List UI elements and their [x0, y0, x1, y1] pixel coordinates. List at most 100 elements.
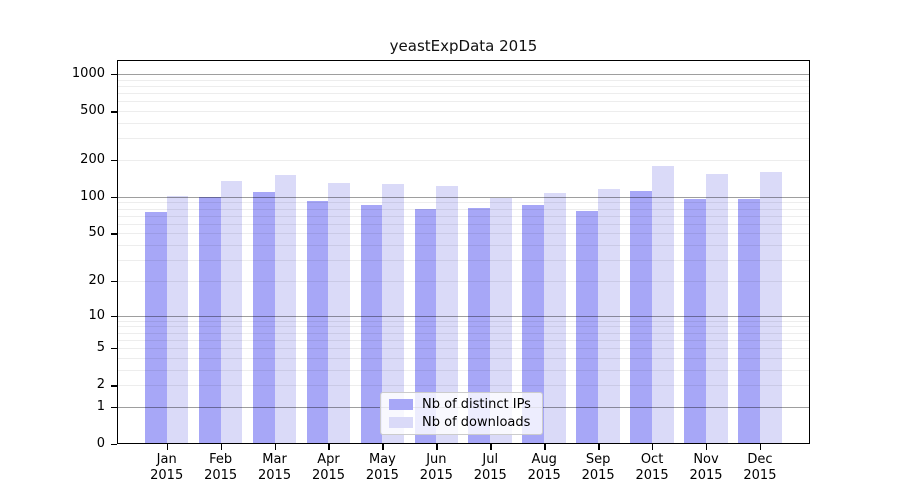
gridline-minor [117, 320, 810, 322]
x-tick-year: 2015 [365, 468, 399, 483]
bar-distinct-ips-mar [252, 191, 275, 444]
bar-downloads-oct [652, 165, 674, 444]
gridline-minor [117, 85, 810, 87]
y-tick [111, 111, 117, 113]
x-tick-year: 2015 [150, 468, 184, 483]
bar-distinct-ips-oct [630, 190, 653, 444]
x-tick-label: Aug 2015 [512, 452, 576, 484]
x-tick-label: Apr 2015 [296, 452, 360, 484]
bar-distinct-ips-sep [576, 210, 599, 444]
y-tick-label: 100 [80, 188, 105, 204]
y-tick-label: 0 [96, 436, 105, 451]
x-tick-year: 2015 [473, 468, 507, 483]
y-tick [111, 74, 117, 76]
x-tick [274, 444, 276, 450]
gridline-minor [117, 202, 810, 204]
bar-downloads-mar [274, 175, 297, 444]
bar-distinct-ips-apr [306, 201, 329, 444]
gridline-minor [117, 260, 810, 262]
x-tick [490, 444, 492, 450]
legend-swatch-distinct-ips [389, 399, 413, 410]
gridline-minor [117, 385, 810, 387]
y-tick-label: 10 [88, 307, 105, 323]
x-tick-label: Jul 2015 [458, 452, 522, 484]
gridline-minor [117, 326, 810, 328]
bar-downloads-jan [166, 195, 189, 444]
x-tick-label: Feb 2015 [189, 452, 253, 484]
x-tick-month: Jun [426, 452, 447, 467]
x-tick [382, 444, 384, 450]
bar-distinct-ips-nov [684, 199, 706, 444]
gridline-minor [117, 223, 810, 225]
y-tick-label: 1 [96, 398, 105, 414]
chart-title: yeastExpData 2015 [389, 37, 538, 55]
x-tick-label: Jan 2015 [135, 452, 199, 484]
gridline-major [117, 315, 810, 317]
x-tick-label: Jun 2015 [404, 452, 468, 484]
x-tick-label: Oct 2015 [620, 452, 684, 484]
bar-distinct-ips-jun [414, 209, 437, 444]
x-tick-year: 2015 [258, 468, 292, 483]
x-tick-month: Aug [531, 452, 557, 467]
legend-swatch-downloads [389, 417, 413, 428]
bar-distinct-ips-jul [468, 208, 491, 444]
bar-distinct-ips-feb [198, 196, 221, 444]
x-tick-year: 2015 [311, 468, 346, 483]
x-tick [652, 444, 654, 450]
y-tick-label: 20 [88, 272, 105, 288]
y-tick [111, 406, 117, 409]
bar-downloads-jun [436, 185, 459, 444]
x-tick-month: Mar [262, 452, 287, 467]
gridline-minor [117, 369, 810, 371]
bar-downloads-nov [706, 173, 728, 444]
bar-distinct-ips-may [360, 204, 383, 444]
gridline-minor [117, 233, 810, 235]
x-tick [544, 444, 546, 450]
x-tick-label: Mar 2015 [243, 452, 307, 484]
x-tick-year: 2015 [581, 468, 615, 483]
gridline-minor [117, 111, 810, 113]
gridline-minor [117, 160, 810, 162]
legend-item-downloads: Nb of downloads [389, 415, 534, 430]
x-tick-year: 2015 [743, 468, 777, 483]
gridline-major [117, 196, 810, 198]
bar-distinct-ips-jan [144, 212, 167, 444]
x-tick-label: Sep 2015 [566, 452, 630, 484]
x-tick-month: Dec [747, 452, 773, 467]
gridline-minor [117, 348, 810, 350]
x-tick [759, 444, 762, 450]
x-tick [436, 444, 438, 450]
y-tick [111, 280, 117, 283]
bar-downloads-dec [759, 171, 782, 444]
bar-distinct-ips-aug [522, 204, 545, 444]
bar-distinct-ips-dec [738, 199, 760, 444]
x-tick-month: Nov [693, 452, 719, 467]
x-tick-year: 2015 [419, 468, 453, 483]
y-tick-label: 500 [80, 103, 105, 119]
x-tick-month: Feb [209, 452, 233, 467]
x-tick-month: Jul [482, 452, 499, 467]
gridline-minor [117, 79, 810, 81]
legend-label-downloads: Nb of downloads [422, 415, 531, 430]
legend: Nb of distinct IPs Nb of downloads [380, 392, 543, 435]
bar-downloads-aug [544, 192, 566, 444]
x-tick [220, 444, 223, 450]
y-tick [111, 160, 117, 162]
gridline-minor [117, 215, 810, 217]
gridline-minor [117, 138, 810, 140]
x-tick-year: 2015 [527, 468, 561, 483]
x-tick-year: 2015 [635, 468, 669, 483]
bar-downloads-sep [598, 189, 620, 444]
y-tick [111, 348, 117, 350]
x-tick-label: Dec 2015 [728, 452, 792, 484]
gridline-minor [117, 280, 810, 282]
x-tick-month: Sep [585, 452, 611, 467]
x-tick-year: 2015 [204, 468, 238, 483]
bar-downloads-feb [220, 180, 243, 444]
y-tick-label: 50 [88, 225, 105, 241]
gridline-major [117, 74, 810, 76]
x-tick [706, 444, 708, 450]
y-tick [111, 444, 117, 446]
bar-downloads-jul [490, 198, 513, 444]
x-tick-month: Apr [317, 452, 340, 467]
